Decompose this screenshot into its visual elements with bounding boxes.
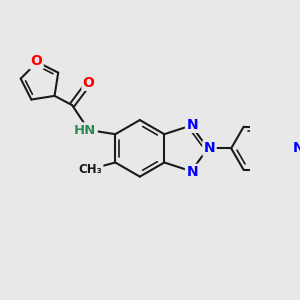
Text: N: N [204,141,215,155]
Text: O: O [31,54,42,68]
Text: CH₃: CH₃ [79,163,102,176]
Text: N: N [186,165,198,179]
Text: N: N [186,118,198,132]
Text: O: O [83,76,94,90]
Text: HN: HN [74,124,97,136]
Text: N: N [293,141,300,155]
